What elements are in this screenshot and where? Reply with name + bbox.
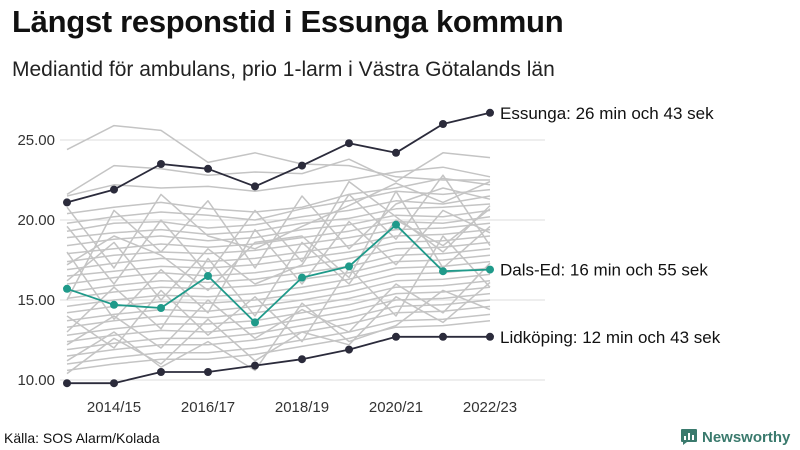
series-end-label: Dals-Ed: 16 min och 55 sek bbox=[500, 261, 708, 280]
data-point-essunga bbox=[251, 182, 259, 191]
y-tick-label: 10.00 bbox=[17, 372, 55, 389]
data-point-dals-ed bbox=[204, 272, 212, 280]
chart-subtitle: Mediantid för ambulans, prio 1-larm i Vä… bbox=[12, 58, 555, 81]
background-series-line bbox=[66, 286, 491, 336]
data-point-essunga bbox=[157, 160, 165, 168]
data-point-dals-ed bbox=[392, 220, 400, 229]
background-series-line bbox=[66, 320, 491, 372]
background-series-line bbox=[66, 262, 491, 349]
brand-name: Newsworthy bbox=[702, 428, 791, 446]
data-point-essunga bbox=[392, 148, 400, 157]
data-point-lidköping bbox=[486, 332, 494, 341]
background-series-line bbox=[66, 174, 491, 301]
background-series-line bbox=[66, 260, 491, 308]
data-point-essunga bbox=[204, 164, 212, 173]
background-series-line bbox=[66, 281, 491, 375]
data-point-dals-ed bbox=[110, 300, 118, 309]
background-series-line bbox=[66, 177, 491, 215]
background-series-line bbox=[66, 166, 491, 197]
series-line-dals-ed bbox=[66, 223, 491, 324]
chart-title: Längst responstid i Essunga kommun bbox=[12, 4, 564, 39]
series-end-label: Lidköping: 12 min och 43 sek bbox=[500, 328, 721, 347]
x-tick-label: 2018/19 bbox=[275, 399, 329, 416]
data-point-dals-ed bbox=[486, 265, 494, 274]
series-line-lidköping bbox=[67, 335, 490, 385]
y-tick-label: 25.00 bbox=[17, 132, 55, 149]
data-point-lidköping bbox=[251, 361, 259, 370]
data-point-lidköping bbox=[63, 379, 71, 388]
background-series-line bbox=[66, 313, 491, 365]
background-series-line bbox=[66, 195, 491, 232]
data-point-lidköping bbox=[110, 379, 118, 388]
background-series-line bbox=[66, 235, 491, 349]
data-point-dals-ed bbox=[63, 284, 71, 293]
data-point-essunga bbox=[345, 139, 353, 148]
x-tick-label: 2020/21 bbox=[369, 399, 423, 416]
background-series-line bbox=[66, 190, 491, 292]
x-tick-label: 2016/17 bbox=[181, 399, 235, 416]
x-tick-label: 2014/15 bbox=[87, 399, 141, 416]
data-point-essunga bbox=[63, 198, 71, 207]
background-series-line bbox=[66, 248, 491, 293]
background-series-line bbox=[66, 124, 490, 181]
data-point-lidköping bbox=[298, 355, 306, 364]
background-series-line bbox=[66, 152, 491, 196]
data-point-essunga bbox=[486, 108, 494, 117]
brand-logo: Newsworthy bbox=[680, 428, 790, 446]
data-point-essunga bbox=[298, 161, 306, 170]
series-end-label: Essunga: 26 min och 43 sek bbox=[500, 104, 714, 123]
y-tick-label: 20.00 bbox=[17, 212, 55, 229]
background-series-line bbox=[66, 254, 491, 300]
background-series-line bbox=[66, 235, 491, 277]
background-series-line bbox=[66, 289, 491, 372]
data-point-dals-ed bbox=[439, 267, 447, 276]
x-tick-label: 2022/23 bbox=[463, 399, 517, 416]
background-series-line bbox=[66, 267, 491, 314]
data-point-dals-ed bbox=[345, 262, 353, 271]
y-tick-label: 15.00 bbox=[17, 292, 55, 309]
background-series-line bbox=[66, 180, 491, 285]
data-point-lidköping bbox=[204, 368, 212, 376]
data-point-essunga bbox=[110, 185, 118, 194]
newsworthy-logo-icon bbox=[681, 429, 697, 445]
background-series-line bbox=[66, 187, 491, 301]
data-point-essunga bbox=[439, 120, 447, 128]
background-series-line bbox=[66, 188, 491, 224]
background-series-line bbox=[66, 273, 491, 322]
data-point-lidköping bbox=[345, 345, 353, 354]
series-line-essunga bbox=[66, 111, 491, 204]
background-series-line bbox=[66, 208, 491, 333]
data-point-dals-ed bbox=[298, 273, 306, 282]
data-point-dals-ed bbox=[251, 318, 259, 327]
data-point-lidköping bbox=[157, 368, 165, 376]
data-point-dals-ed bbox=[157, 304, 165, 312]
background-series-line bbox=[66, 209, 491, 320]
background-series-line bbox=[66, 209, 491, 247]
background-series-line bbox=[66, 299, 491, 351]
data-point-lidköping bbox=[392, 332, 400, 341]
source-note: Källa: SOS Alarm/Kolada bbox=[4, 430, 160, 446]
data-point-lidköping bbox=[439, 332, 447, 341]
